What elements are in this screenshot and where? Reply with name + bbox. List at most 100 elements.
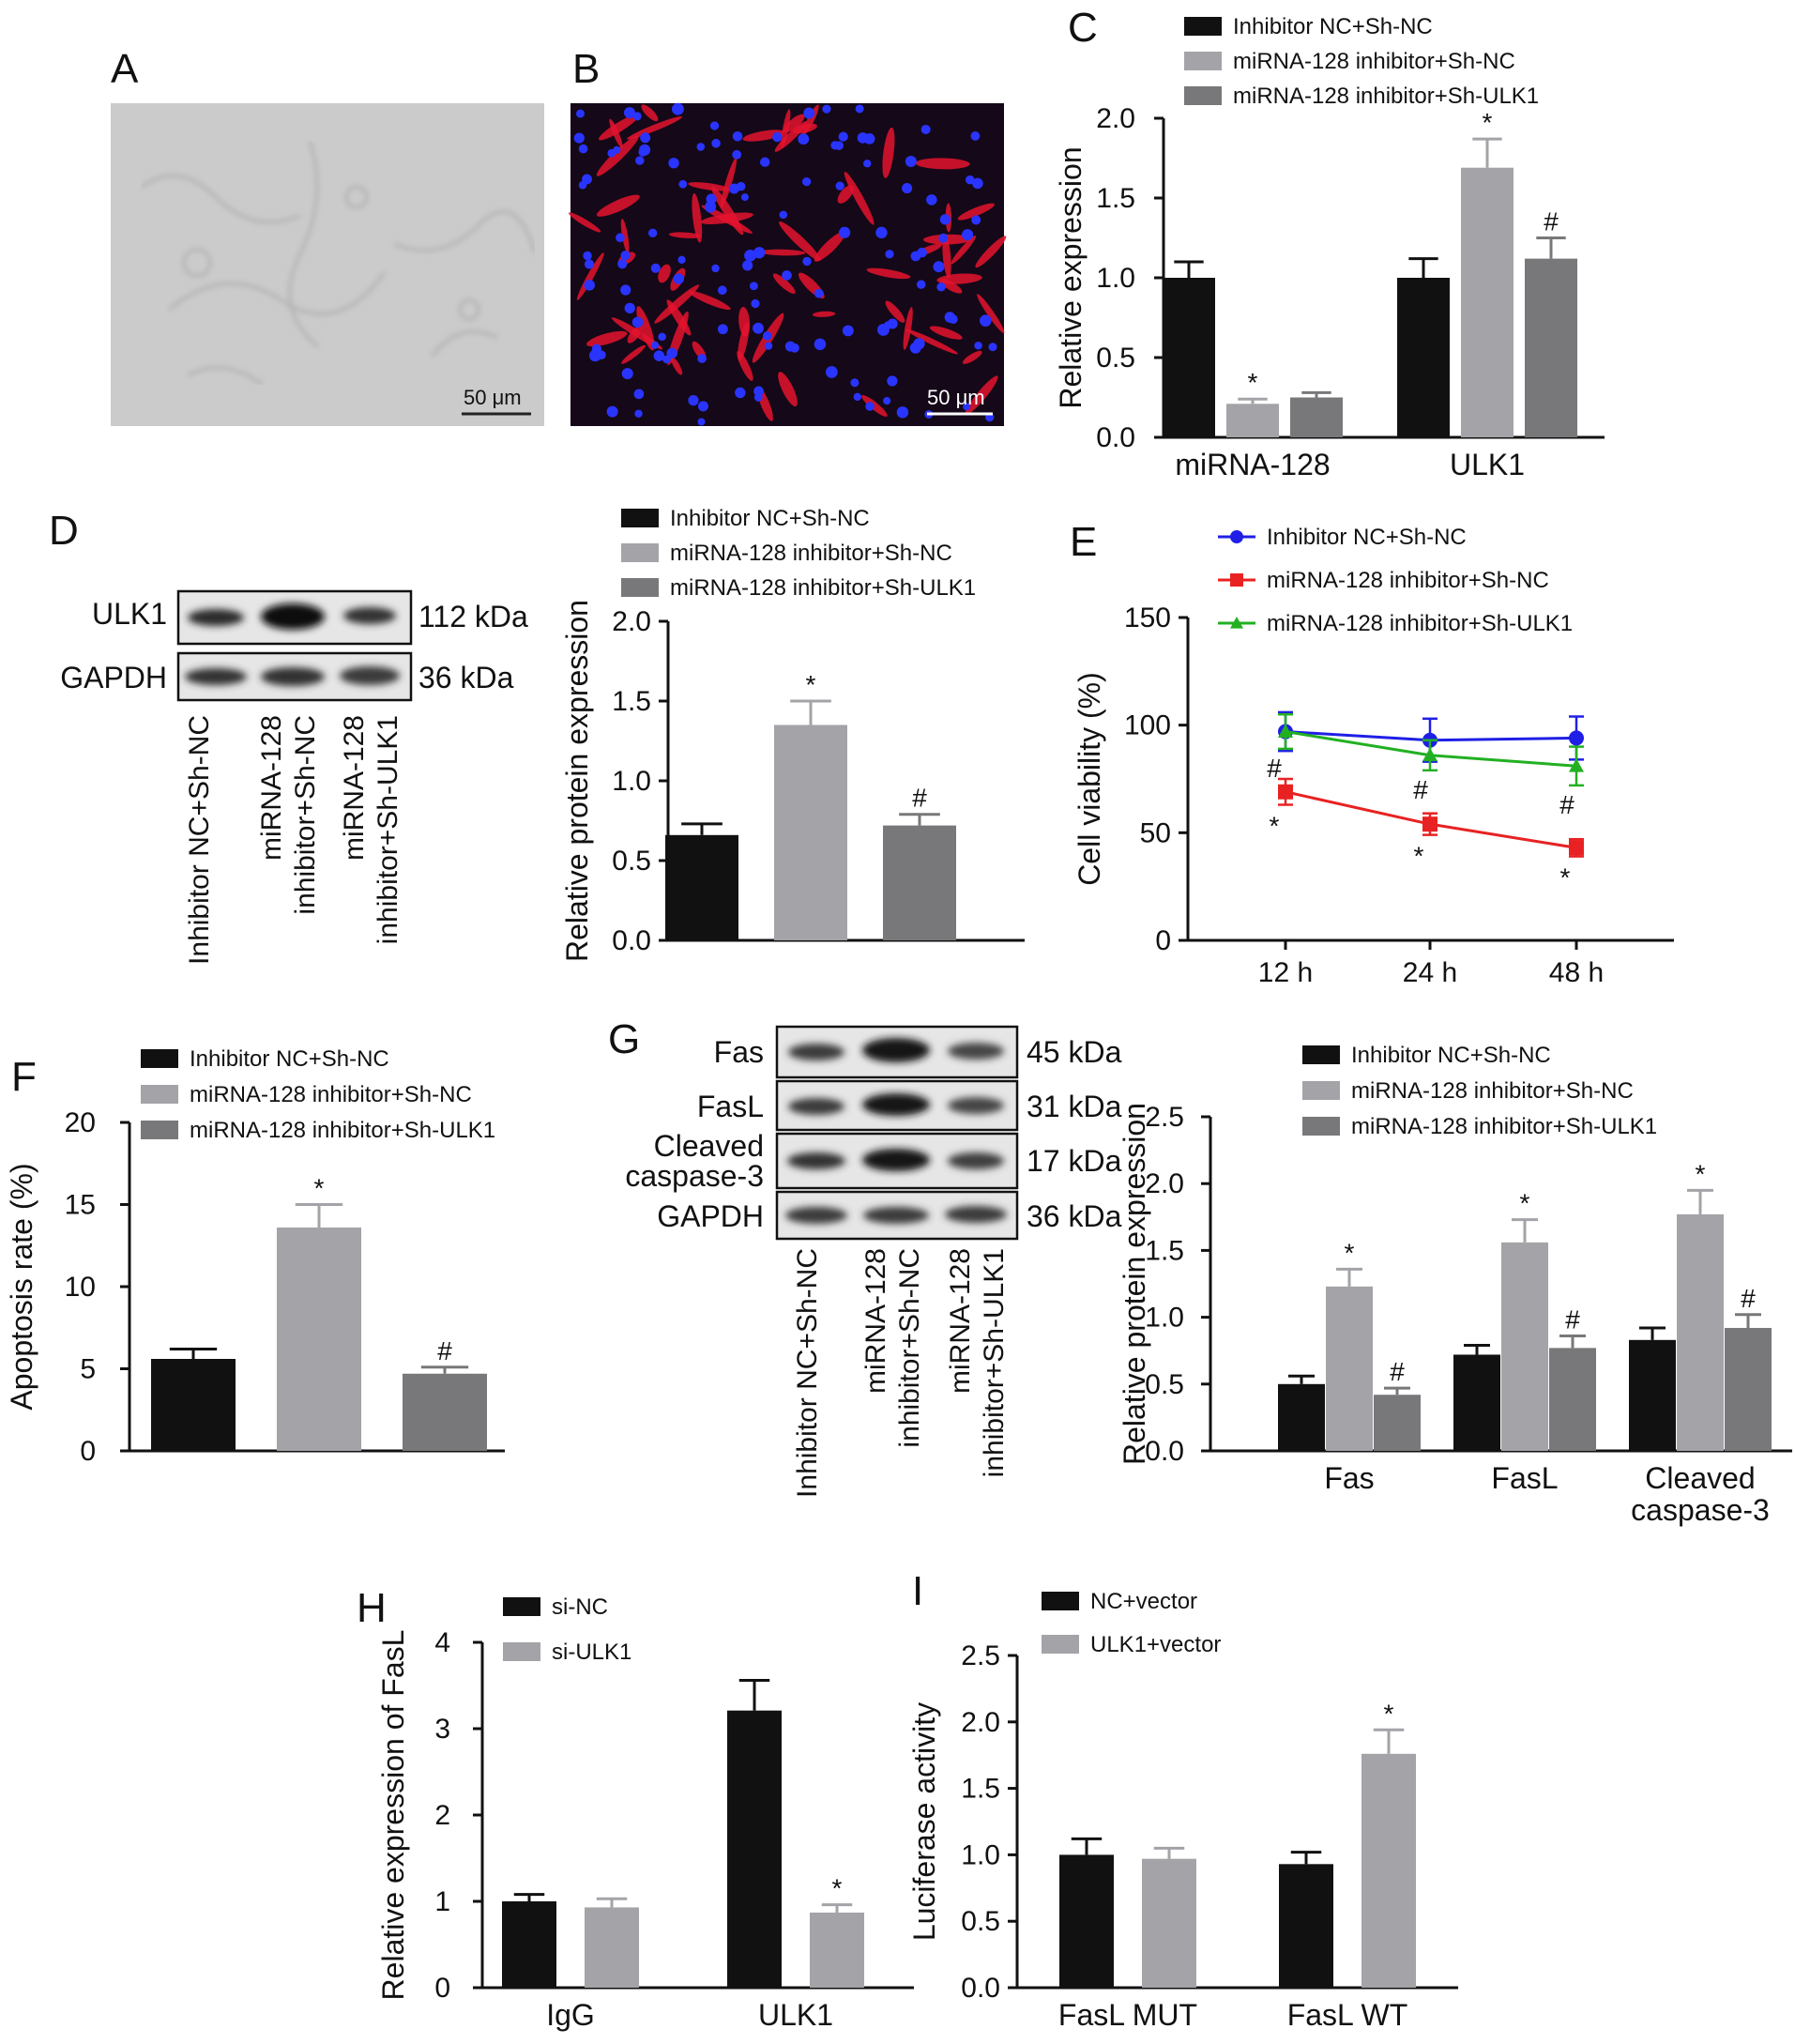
E-point-0-2 xyxy=(1569,730,1584,746)
cell-process xyxy=(658,264,671,283)
H-y-axis-title: Relative expression of FasL xyxy=(376,1630,410,2001)
E-legend-marker-0 xyxy=(1230,530,1243,543)
cell-nucleus xyxy=(635,156,645,165)
cell-process xyxy=(957,203,995,221)
blot-d-row-0-name: ULK1 xyxy=(92,597,167,631)
panel-letter-i: I xyxy=(912,1568,923,1614)
blot-g-lane-2-line-1: inhibitor+Sh-ULK1 xyxy=(979,1248,1010,1477)
G-ytick-label-3: 1.5 xyxy=(1145,1235,1184,1266)
cell-nucleus xyxy=(855,104,864,114)
cell-process xyxy=(866,267,911,280)
C-ytick-label-4: 2.0 xyxy=(1096,103,1135,134)
cell-nucleus xyxy=(825,366,838,378)
cell-process xyxy=(975,236,1007,268)
E-sig-mark-2-2: # xyxy=(1559,790,1574,819)
cell-nucleus xyxy=(933,261,945,273)
F-bar-0-1 xyxy=(277,1228,361,1451)
G-y-axis-title: Relative protein expression xyxy=(1118,1103,1151,1465)
cell-process xyxy=(778,372,798,407)
G-sig-mark-0-1: * xyxy=(1345,1238,1355,1267)
cell-nucleus xyxy=(717,285,727,296)
G-bar-0-2 xyxy=(1374,1395,1421,1451)
G-category-label-2-1: caspase-3 xyxy=(1631,1493,1770,1527)
C-sig-mark-0-1: * xyxy=(1248,368,1258,397)
cell-nucleus xyxy=(753,322,764,334)
F-legend-swatch-0 xyxy=(141,1049,178,1068)
cell-nucleus xyxy=(902,183,913,194)
C-bar-0-0 xyxy=(1163,278,1215,437)
F-ytick-label-2: 10 xyxy=(65,1272,96,1303)
cell-nucleus xyxy=(606,405,618,418)
E-ytick-label-3: 150 xyxy=(1124,603,1171,633)
cell-nucleus xyxy=(697,401,708,412)
cell-nucleus xyxy=(753,386,764,397)
E-legend-marker-1 xyxy=(1230,573,1243,587)
cell-nucleus xyxy=(651,341,660,349)
C-bar-1-2 xyxy=(1525,258,1577,437)
chart-D: 0.0 0.5 1.0 1.5 2.0 Relative protein expressi… xyxy=(560,506,1025,962)
cell-nucleus xyxy=(962,229,974,241)
panel-letter-c: C xyxy=(1068,5,1098,51)
H-ytick-label-4: 4 xyxy=(434,1627,450,1658)
cell-nucleus xyxy=(711,264,720,273)
cell-nucleus xyxy=(677,255,686,264)
cell-nucleus xyxy=(688,395,699,406)
chart-H: 0 1 2 3 4 Relative expression of FasL si-NC si-… xyxy=(376,1594,914,2032)
cell-nucleus xyxy=(850,378,859,388)
C-ytick-label-0: 0.0 xyxy=(1096,422,1135,453)
cell-nucleus xyxy=(887,375,898,387)
D-ytick-label-4: 2.0 xyxy=(612,606,651,637)
G-bar-2-0 xyxy=(1629,1339,1676,1451)
E-point-1-0 xyxy=(1278,784,1293,800)
H-bar-1-0 xyxy=(727,1710,782,1988)
H-ytick-label-0: 0 xyxy=(434,1973,450,2004)
H-category-label-1-0: ULK1 xyxy=(758,1998,833,2032)
I-sig-mark-1-1: * xyxy=(1384,1699,1394,1728)
cell-nucleus xyxy=(632,112,642,121)
blot-d-lane-labels: Inhibitor NC+Sh-NC miRNA-128 inhibitor+Sh-… xyxy=(184,715,403,965)
cell-process xyxy=(586,330,628,347)
cell-nucleus xyxy=(863,133,875,145)
H-category-label-0-0: IgG xyxy=(546,1998,595,2032)
H-ytick-label-2: 2 xyxy=(434,1800,450,1831)
E-point-1-1 xyxy=(1422,816,1438,832)
cell-nucleus xyxy=(909,342,921,354)
cell-process xyxy=(692,192,703,243)
cell-nucleus xyxy=(979,314,992,328)
D-ytick-label-1: 0.5 xyxy=(612,846,651,877)
E-legend-marker-2 xyxy=(1230,617,1243,629)
western-blot-g xyxy=(775,1025,1019,1241)
C-category-label-1-0: ULK1 xyxy=(1450,448,1525,481)
cell-nucleus xyxy=(617,259,628,269)
blot-g-lane-2-line-0: miRNA-128 xyxy=(945,1248,976,1394)
G-bar-1-0 xyxy=(1453,1354,1500,1451)
cell-nucleus xyxy=(884,321,892,329)
cell-nucleus xyxy=(749,282,758,291)
cell-nucleus xyxy=(972,177,983,190)
blot-d-lane-2-line-1: inhibitor+Sh-ULK1 xyxy=(373,715,403,944)
cell-nucleus xyxy=(647,228,658,238)
cell-nucleus xyxy=(764,342,773,350)
G-legend-label-0: Inhibitor NC+Sh-NC xyxy=(1351,1043,1551,1068)
F-ytick-label-4: 20 xyxy=(65,1107,96,1138)
E-ytick-label-1: 50 xyxy=(1140,817,1171,848)
D-sig-mark-0-2: # xyxy=(912,784,927,813)
cell-nucleus xyxy=(633,389,645,400)
scale-bar-label-a: 50 μm xyxy=(464,386,522,409)
cell-nucleus xyxy=(740,193,749,202)
chart-E: 0 50 100 150 Cell viability (%) Inhibitor NC+… xyxy=(1072,525,1674,988)
H-ytick-label-1: 1 xyxy=(434,1886,450,1917)
G-sig-mark-1-2: # xyxy=(1565,1305,1580,1335)
G-ytick-label-2: 1.0 xyxy=(1145,1303,1184,1334)
F-legend-swatch-2 xyxy=(141,1121,178,1139)
blot-g-lane-1-line-0: miRNA-128 xyxy=(860,1248,891,1394)
I-ytick-label-5: 2.5 xyxy=(961,1640,1000,1671)
blot-g-lane-0-line-0: Inhibitor NC+Sh-NC xyxy=(792,1248,823,1498)
C-legend-swatch-2 xyxy=(1184,86,1222,105)
blot-d-row-1-name: GAPDH xyxy=(60,661,167,694)
cell-nucleus xyxy=(760,157,770,167)
cell-nucleus xyxy=(576,109,585,118)
cell-nucleus xyxy=(623,107,635,119)
F-ytick-label-3: 15 xyxy=(65,1190,96,1221)
E-sig-mark-1-1: * xyxy=(1414,842,1424,871)
